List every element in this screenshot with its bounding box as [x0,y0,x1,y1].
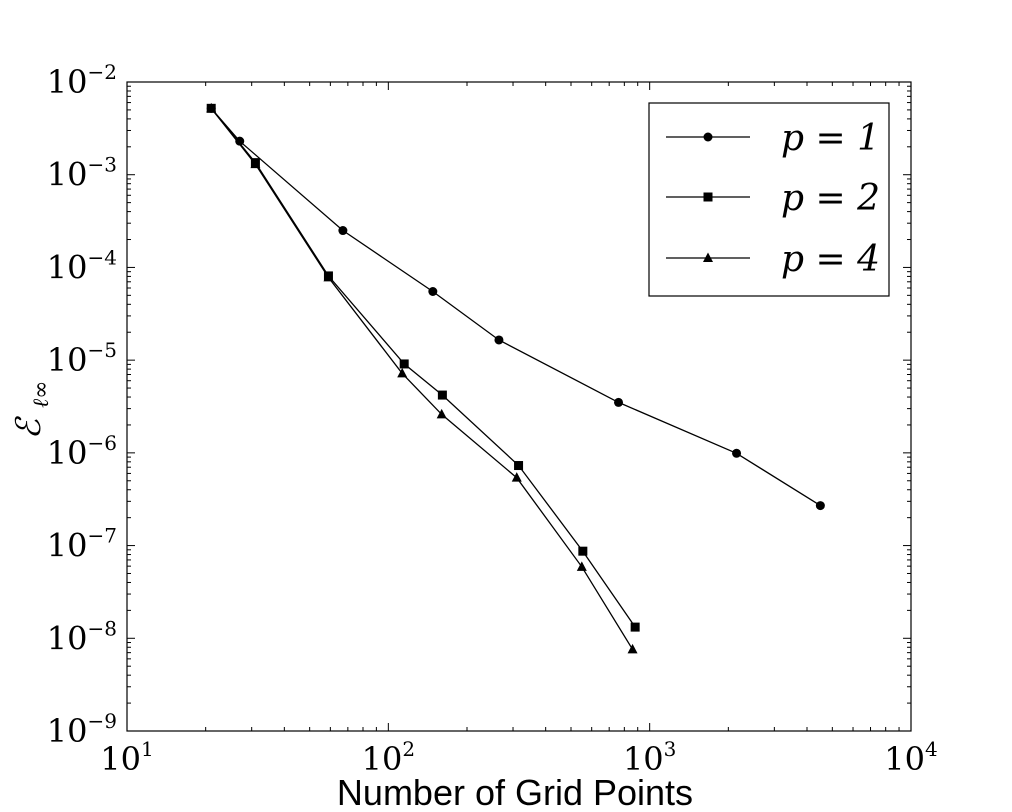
y-tick-label-exponent: −8 [88,616,117,640]
y-tick-label-exponent: −9 [88,709,117,733]
series-triangle [206,102,638,654]
legend-box [648,102,890,297]
y-tick-label-exponent: −4 [88,245,117,269]
x-tick-label-exponent: 1 [141,737,154,761]
triangle-marker [511,472,522,482]
plot-frame [126,81,912,732]
y-tick-label-exponent: −6 [88,431,117,455]
y-tick-label-base: 10 [47,341,88,379]
triangle-marker [576,561,587,571]
x-tick-label-base: 10 [884,740,925,778]
y-tick-label-base: 10 [47,156,88,194]
x-axis-title: Number of Grid Points [337,772,693,812]
legend-square-marker [703,192,713,202]
triangle-marker [206,102,217,113]
triangle-marker [627,643,638,654]
y-axis-title-subscript: ℓ∞ [29,381,54,409]
x-tick-label: 102 [362,737,415,778]
y-axis-title: ℰ ℓ∞ [9,381,54,440]
triangle-marker [250,158,261,169]
triangle-marker [397,367,408,378]
y-tick-label-exponent: −7 [88,524,117,548]
circle-marker [494,335,504,345]
legend-circle-marker [703,132,713,142]
y-tick-label-base: 10 [47,527,88,565]
y-tick-label: 10−6 [47,431,117,472]
series-square [206,103,640,632]
series-line [210,107,636,628]
circle-marker [732,448,742,458]
x-tick-label: 104 [884,737,937,778]
x-tick-label-base: 10 [100,740,141,778]
x-tick-label-base: 10 [362,740,403,778]
legend-entry: p = 1 [666,118,880,159]
x-tick-label-exponent: 4 [925,737,938,761]
circle-marker [614,397,624,407]
y-tick-label-base: 10 [47,248,88,286]
y-tick-label: 10−3 [47,153,117,194]
circle-marker [428,287,438,297]
series-circle [206,103,825,511]
y-tick-label-exponent: −2 [88,60,117,84]
y-tick-label-base: 10 [47,63,88,101]
y-tick-label: 10−9 [47,709,117,750]
legend: p = 1 p = 2 p = 4 [648,102,890,297]
y-tick-label-exponent: −3 [88,153,117,177]
x-tick-label: 103 [623,737,676,778]
circle-marker [815,501,825,511]
legend-label: p = 1 [781,118,880,159]
circle-marker [235,136,245,146]
y-tick-label-base: 10 [47,712,88,750]
legend-entry: p = 2 [666,178,880,219]
x-tick-label-exponent: 3 [664,737,677,761]
square-marker [514,461,524,471]
legend-label: p = 2 [781,178,880,219]
y-tick-label: 10−2 [47,60,117,101]
y-tick-label-exponent: −5 [88,338,117,362]
legend-label: p = 4 [781,239,880,280]
y-axis-title-main: ℰ [9,415,49,439]
triangle-marker [436,408,447,419]
y-tick-label: 10−4 [47,245,117,286]
series-line [210,107,634,650]
y-tick-label: 10−7 [47,524,117,565]
square-marker [399,359,409,369]
square-marker [578,546,588,556]
y-tick-label: 10−5 [47,338,117,379]
x-tick-label: 101 [100,737,153,778]
y-tick-label-base: 10 [47,619,88,657]
triangle-marker [323,271,334,282]
y-tick-label: 10−8 [47,616,117,657]
x-tick-label-exponent: 2 [402,737,415,761]
square-marker [630,622,640,632]
x-tick-label-base: 10 [623,740,664,778]
legend-triangle-marker [703,252,713,262]
circle-marker [338,226,348,236]
series-line [210,107,821,507]
y-tick-label-base: 10 [47,434,88,472]
legend-entry: p = 4 [666,239,880,280]
square-marker [437,390,447,400]
